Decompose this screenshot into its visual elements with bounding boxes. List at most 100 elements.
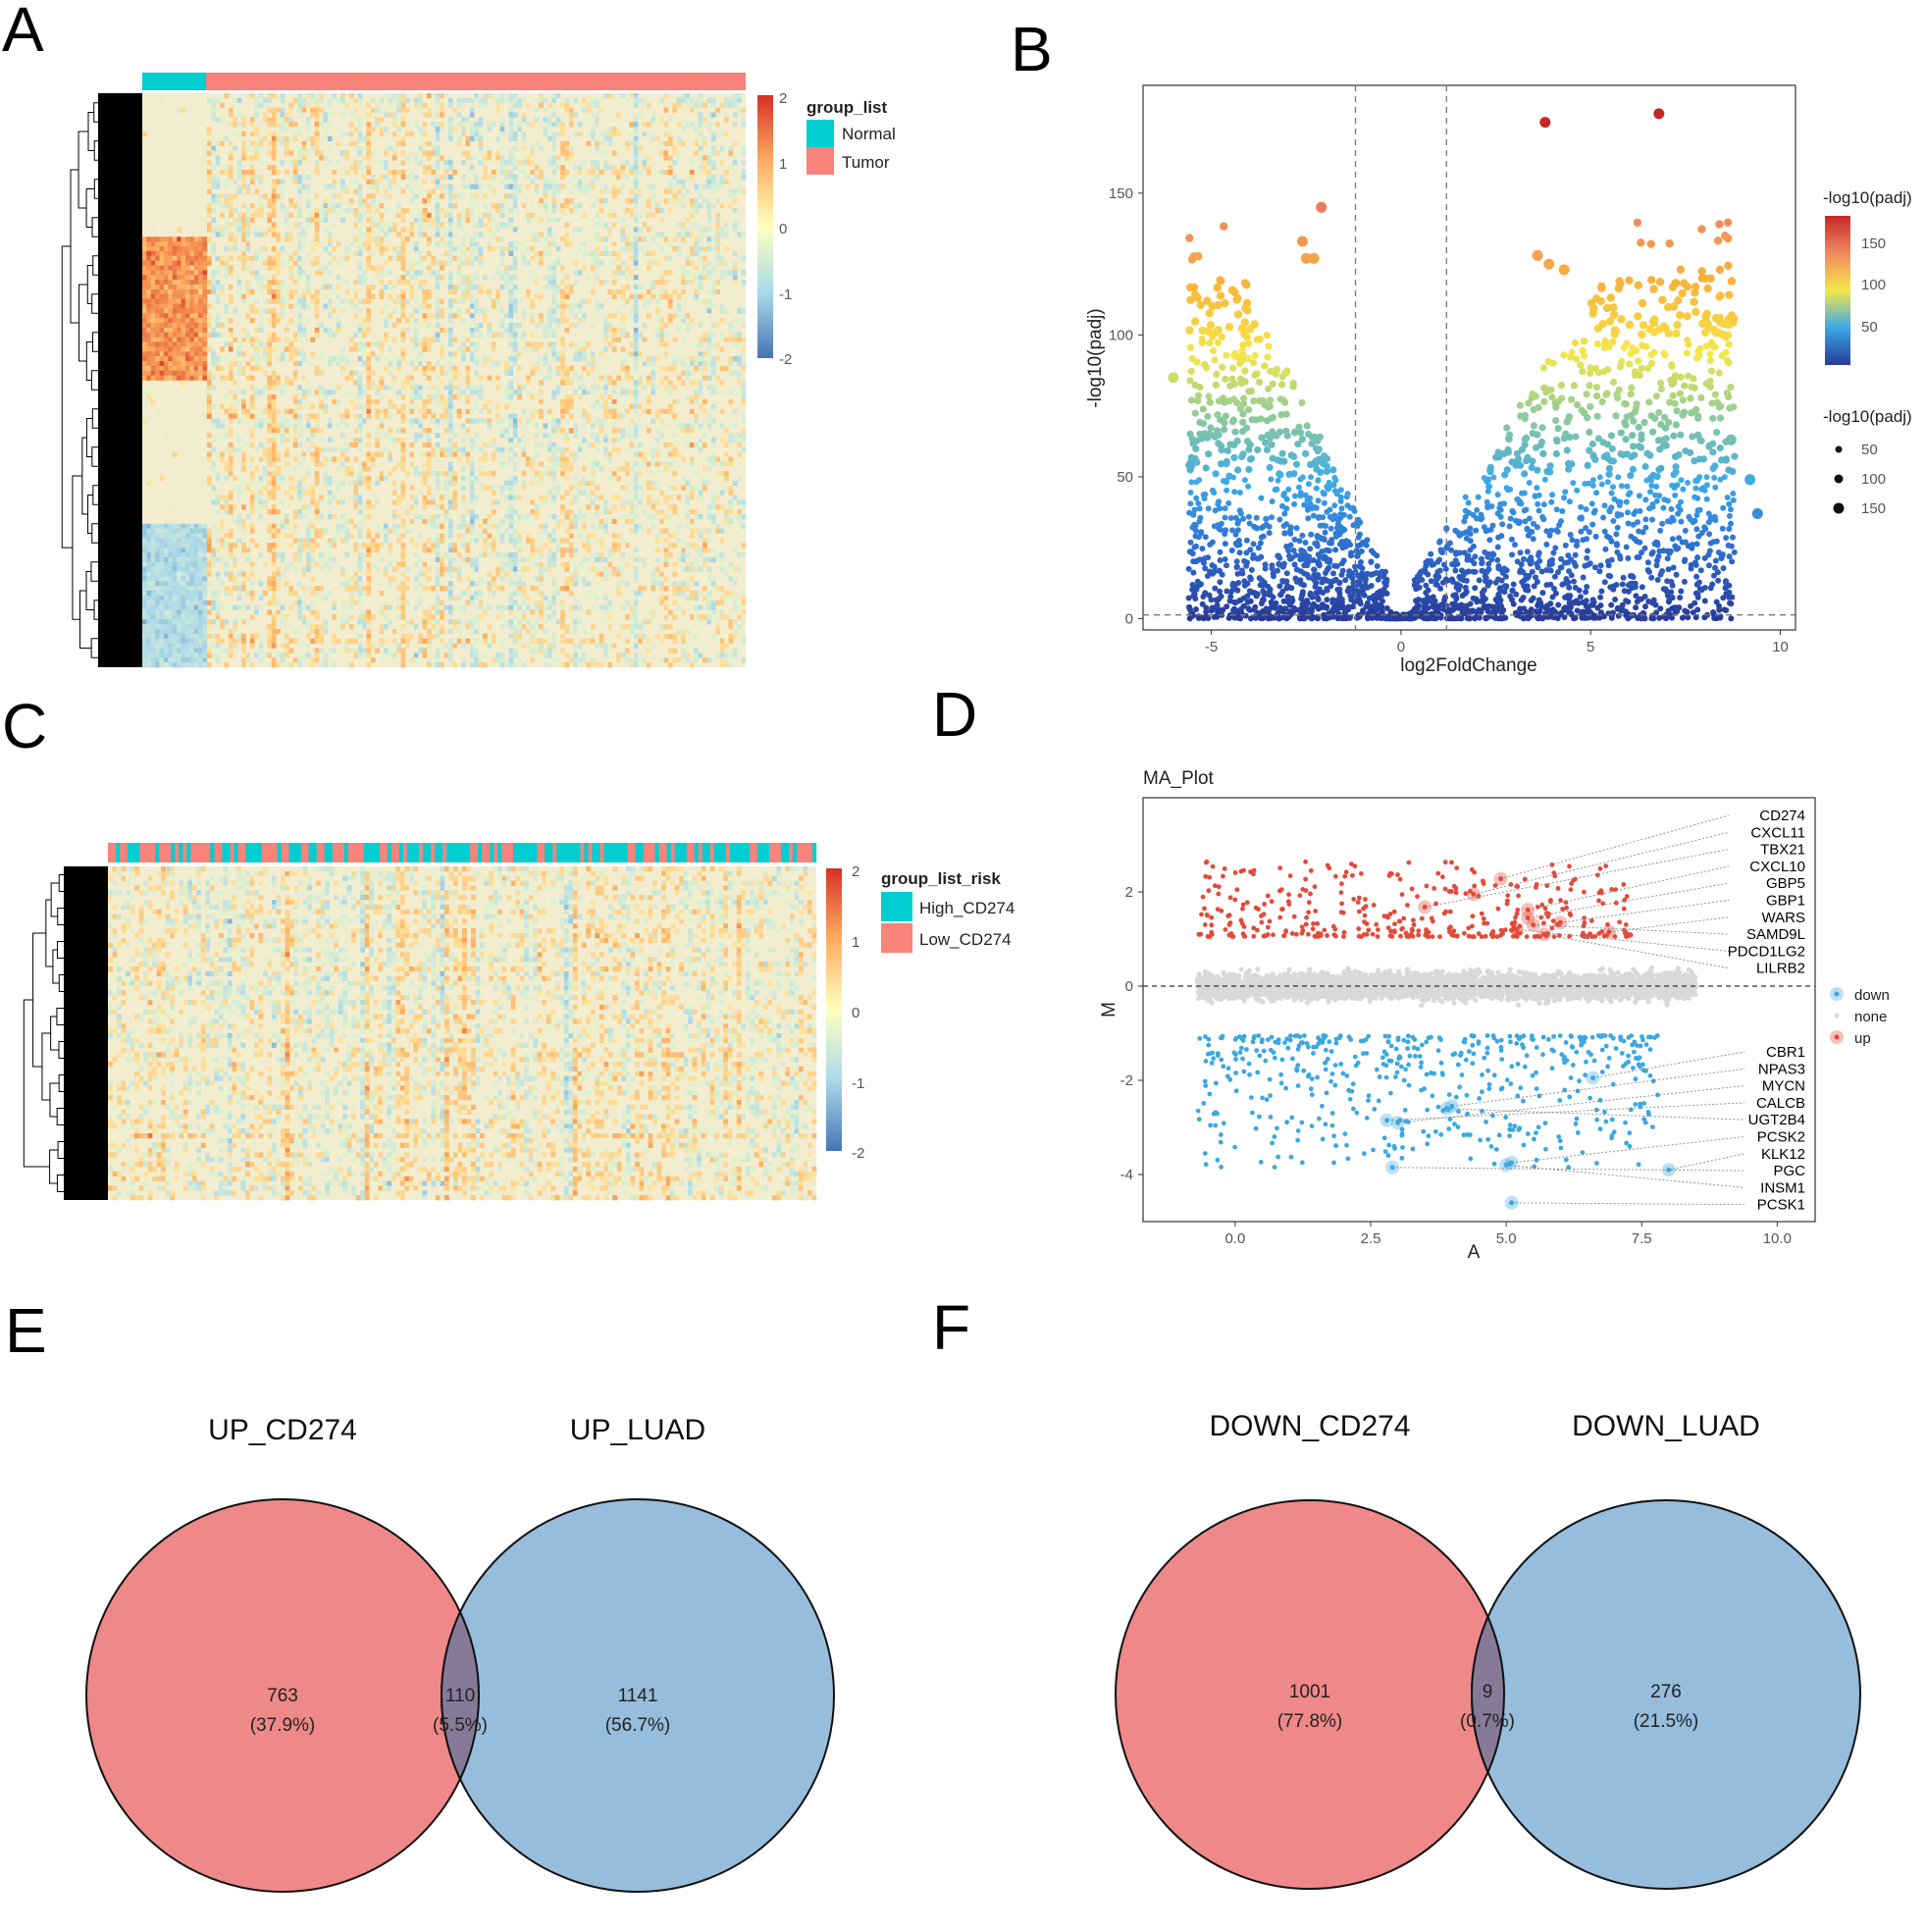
heatmap-cell	[737, 375, 742, 381]
heatmap-cell	[508, 303, 514, 309]
heatmap-cell	[667, 313, 673, 319]
dendrogram-branch	[70, 169, 79, 324]
heatmap-cell	[487, 293, 493, 299]
heatmap-cell	[236, 288, 242, 295]
heatmap-cell	[288, 418, 294, 424]
heatmap-cell	[491, 217, 496, 223]
heatmap-cell	[607, 394, 613, 400]
heatmap-cell	[590, 203, 596, 209]
heatmap-cell	[651, 227, 656, 233]
heatmap-cell	[400, 208, 406, 214]
heatmap-cell	[564, 222, 570, 228]
heatmap-cell	[181, 260, 186, 266]
heatmap-cell	[206, 451, 212, 457]
heatmap-cell	[478, 250, 484, 257]
heatmap-cell	[582, 265, 587, 271]
heatmap-cell	[633, 433, 639, 439]
heatmap-cell	[737, 451, 742, 457]
panel-label-c: C	[2, 691, 47, 761]
heatmap-cell	[672, 246, 678, 252]
heatmap-cell	[314, 127, 320, 132]
heatmap-cell	[469, 193, 475, 199]
heatmap-cell	[426, 193, 432, 199]
heatmap-cell	[469, 212, 475, 219]
heatmap-cell	[142, 356, 147, 362]
heatmap-cell	[512, 135, 518, 142]
heatmap-cell	[193, 356, 199, 362]
heatmap-cell	[508, 476, 514, 482]
heatmap-cell	[288, 232, 294, 237]
heatmap-cell	[220, 438, 225, 444]
heatmap-cell	[586, 188, 592, 194]
heatmap-cell	[249, 212, 255, 219]
heatmap-cell	[344, 375, 350, 381]
heatmap-cell	[620, 313, 626, 319]
heatmap-cell	[582, 250, 587, 257]
heatmap-cell	[409, 418, 415, 424]
heatmap-cell	[672, 145, 678, 151]
heatmap-cell	[737, 433, 742, 439]
heatmap-cell	[263, 485, 268, 491]
heatmap-cell	[305, 188, 311, 194]
heatmap-cell	[348, 165, 354, 171]
heatmap-cell	[465, 288, 471, 295]
heatmap-cell	[271, 131, 277, 137]
heatmap-cell	[732, 155, 738, 161]
heatmap-cell	[150, 250, 156, 257]
heatmap-cell	[241, 456, 246, 462]
heatmap-cell	[357, 212, 363, 219]
heatmap-cell	[435, 285, 441, 290]
heatmap-cell	[426, 499, 432, 505]
heatmap-cell	[310, 495, 316, 500]
heatmap-cell	[478, 160, 484, 166]
heatmap-cell	[607, 250, 613, 257]
heatmap-cell	[323, 303, 329, 309]
heatmap-cell	[202, 308, 208, 314]
heatmap-cell	[491, 346, 496, 352]
heatmap-cell	[396, 250, 401, 257]
heatmap-cell	[534, 442, 540, 448]
heatmap-cell	[447, 183, 453, 189]
heatmap-cell	[271, 394, 277, 400]
heatmap-cell	[233, 145, 237, 151]
heatmap-cell	[719, 275, 725, 281]
heatmap-cell	[155, 370, 160, 376]
heatmap-cell	[603, 135, 608, 142]
heatmap-cell	[215, 471, 221, 477]
heatmap-cell	[396, 183, 401, 189]
heatmap-cell	[297, 107, 302, 113]
heatmap-cell	[305, 438, 311, 444]
heatmap-cell	[465, 433, 471, 439]
heatmap-cell	[362, 212, 367, 219]
heatmap-cell	[284, 145, 289, 151]
heatmap-cell	[224, 93, 230, 99]
heatmap-cell	[646, 288, 651, 295]
heatmap-cell	[499, 490, 505, 496]
heatmap-cell	[469, 313, 475, 319]
heatmap-cell	[206, 385, 212, 391]
heatmap-cell	[142, 308, 147, 314]
heatmap-cell	[211, 193, 216, 199]
heatmap-cell	[573, 250, 578, 257]
heatmap-cell	[483, 456, 488, 462]
heatmap-cell	[474, 480, 479, 487]
heatmap-cell	[267, 122, 273, 128]
heatmap-cell	[504, 270, 509, 276]
heatmap-cell	[288, 174, 294, 181]
heatmap-cell	[233, 193, 237, 199]
heatmap-cell	[172, 275, 178, 281]
heatmap-cell	[564, 403, 570, 410]
heatmap-cell	[172, 370, 178, 376]
heatmap-cell	[336, 485, 341, 491]
heatmap-cell	[426, 288, 432, 295]
heatmap-cell	[452, 495, 457, 500]
heatmap-cell	[353, 428, 358, 434]
heatmap-cell	[461, 208, 466, 214]
heatmap-cell	[288, 476, 294, 482]
heatmap-cell	[388, 145, 393, 151]
heatmap-cell	[353, 288, 358, 295]
heatmap-cell	[193, 303, 199, 309]
heatmap-cell	[297, 308, 302, 314]
heatmap-cell	[332, 446, 337, 452]
